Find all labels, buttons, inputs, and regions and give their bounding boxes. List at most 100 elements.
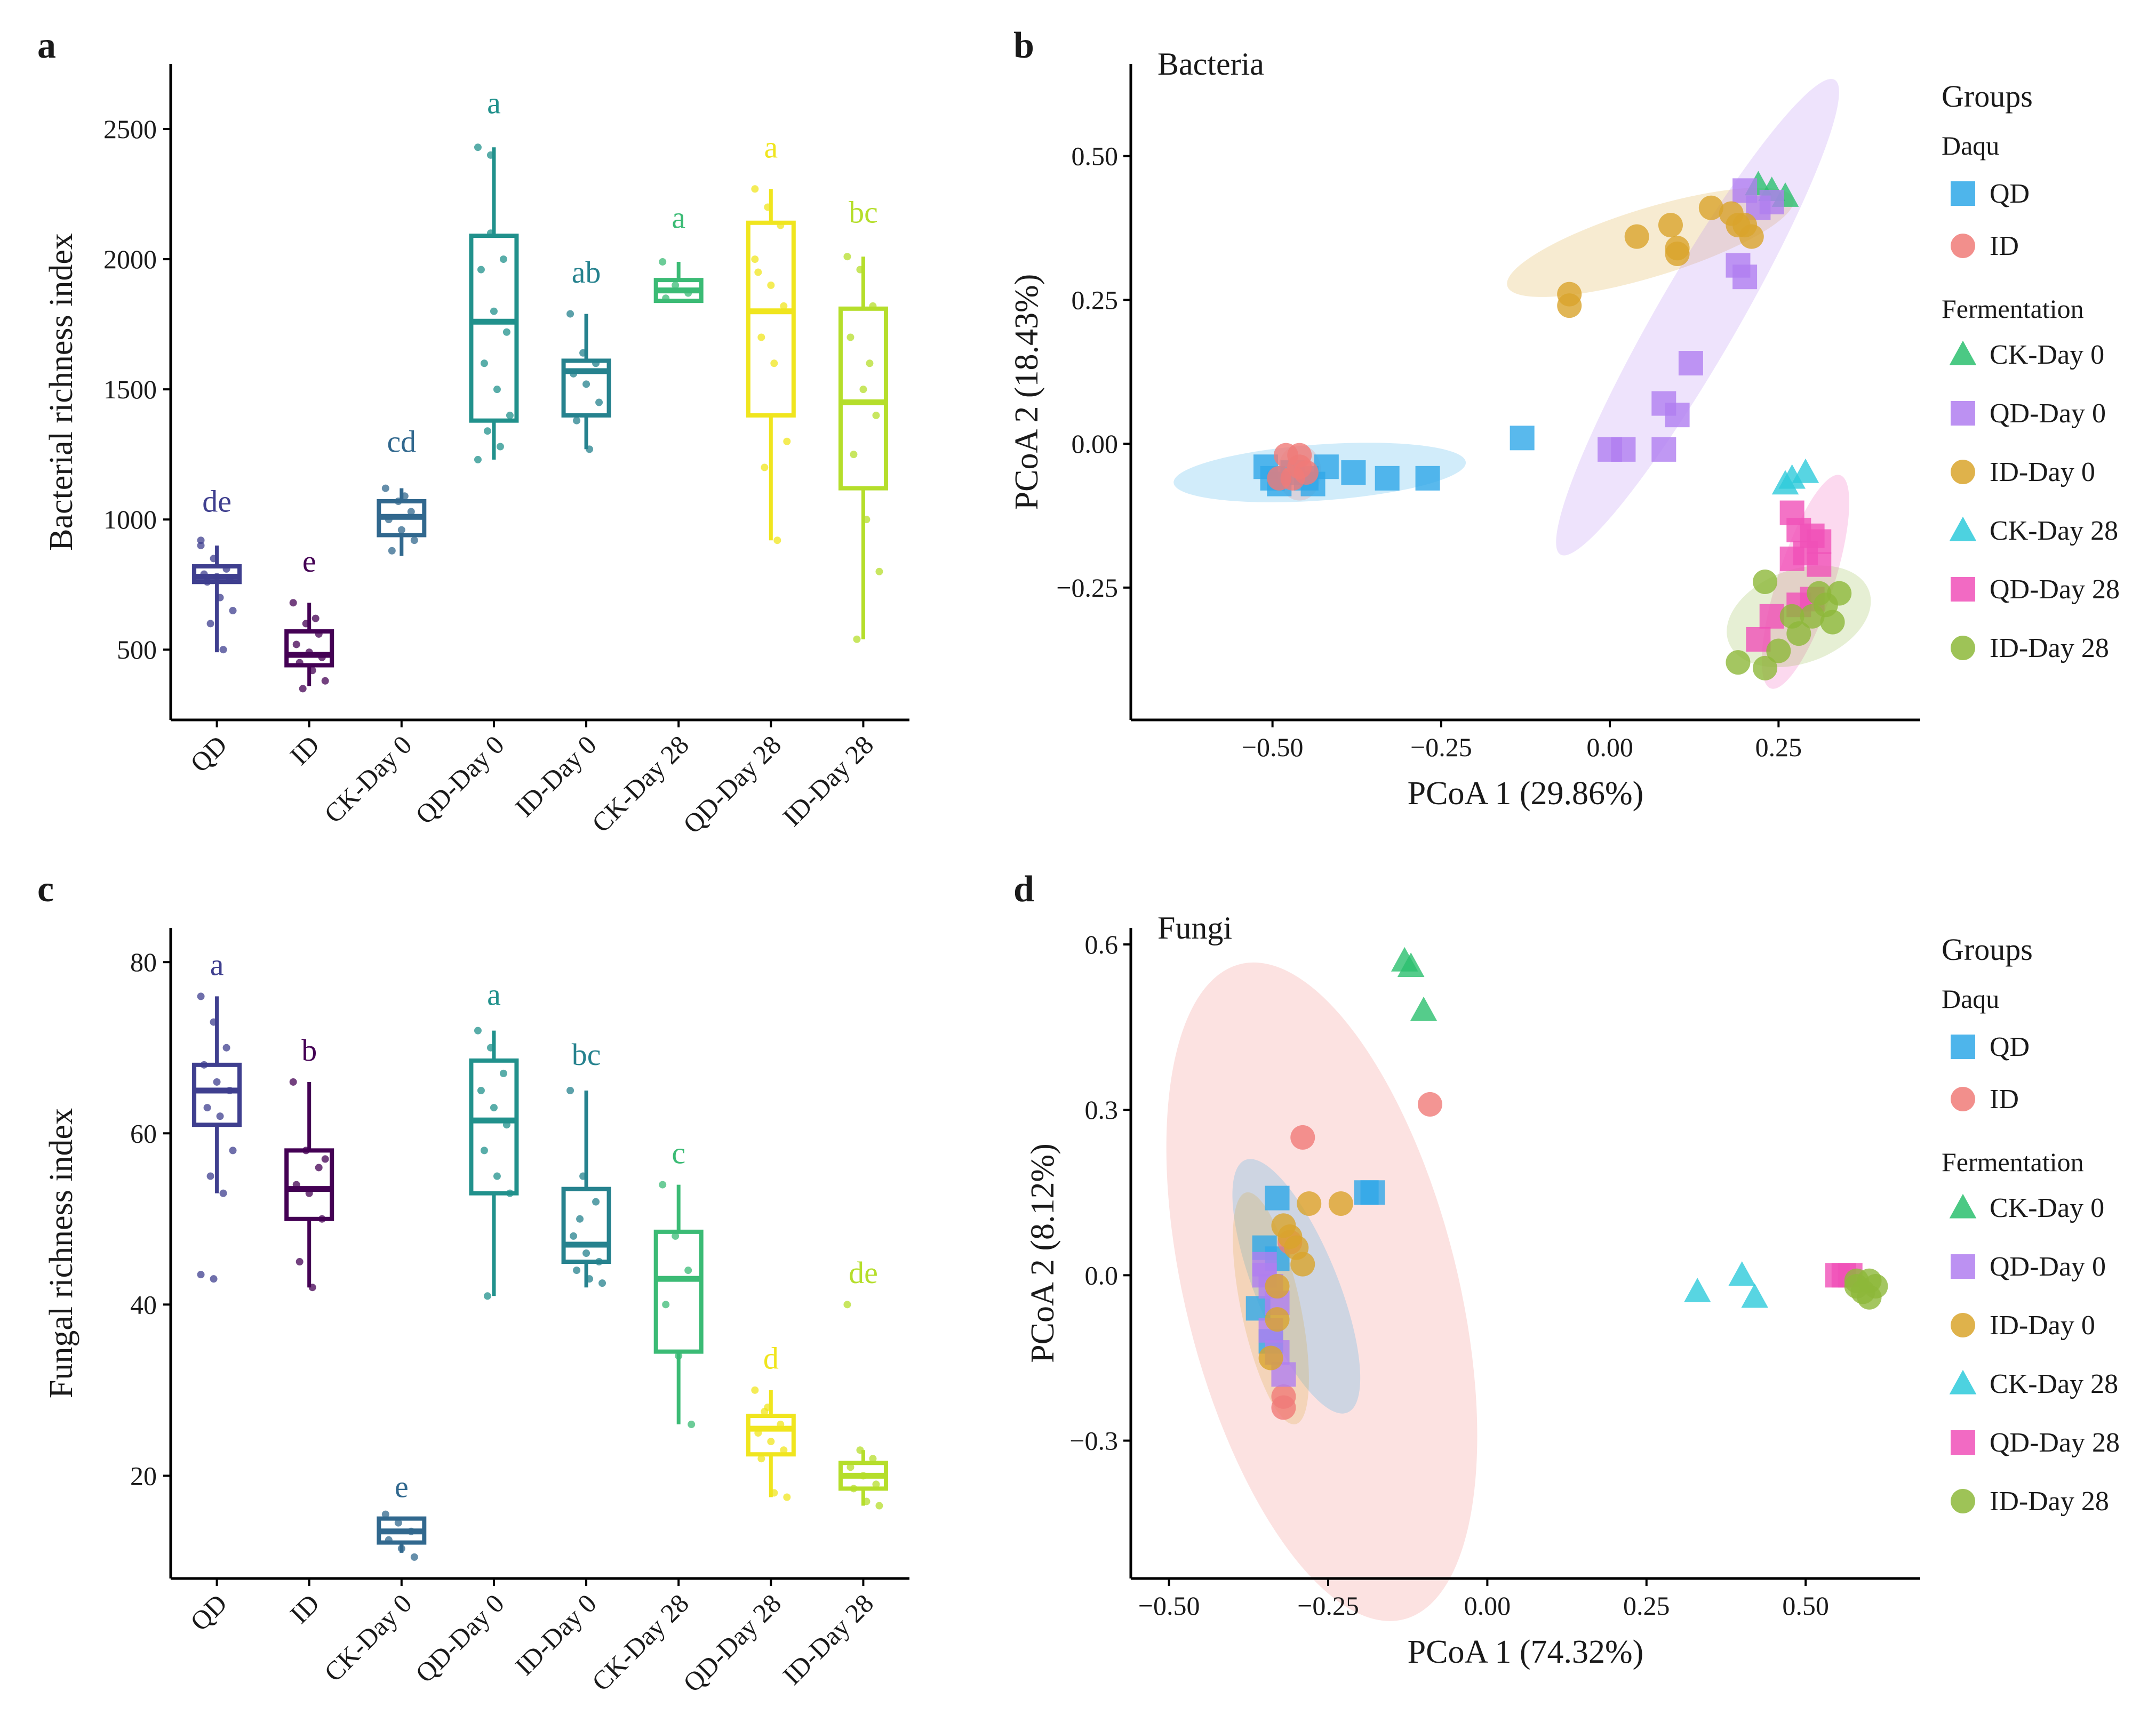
point-id-day-0: [1726, 213, 1751, 238]
x-tick-label-qd: QD: [185, 1588, 233, 1637]
data-point-qd: [219, 1189, 227, 1197]
panel-title: Bacteria: [1157, 46, 1264, 82]
point-ck-day-0: [1410, 996, 1438, 1021]
data-point-qd-day-28: [780, 1446, 788, 1454]
data-point-id-day-28: [866, 359, 874, 367]
legend-key-id-day-28: [1951, 1489, 1975, 1513]
data-point-ck-day-28: [688, 1421, 696, 1429]
x-tick-label-qd-day-28: QD-Day 28: [677, 1588, 787, 1698]
point-id-day-0: [1297, 1191, 1322, 1216]
data-point-qd: [197, 1271, 205, 1279]
point-qd: [1415, 466, 1440, 491]
series-ck-day-28: [1683, 1261, 1768, 1308]
data-point-id-day-28: [856, 266, 864, 274]
point-id-day-0: [1265, 1274, 1290, 1299]
significance-letter-id: e: [302, 544, 316, 579]
data-point-id-day-28: [872, 1480, 880, 1488]
panel-c-fungal-richness-boxplot: 20 40 60 80 Fungal richness index QD a ID b CK-Da…: [43, 928, 909, 1698]
point-qd: [1341, 460, 1366, 485]
data-point-id: [302, 620, 310, 628]
x-tick-label-id: ID: [284, 730, 325, 771]
legend-key-qd-day-0: [1951, 1254, 1975, 1279]
data-point-id-day-28: [856, 1446, 864, 1454]
significance-letter-qd-day-0: a: [487, 86, 501, 121]
data-point-id-day-0: [592, 1198, 600, 1206]
data-point-qd: [210, 1018, 218, 1026]
y-tick-label: 0.50: [1072, 141, 1119, 171]
data-point-ck-day-28: [675, 1352, 683, 1360]
data-point-id: [302, 1147, 310, 1155]
data-point-qd-day-28: [751, 255, 759, 263]
legend-key-qd: [1951, 1035, 1975, 1059]
point-id-day-0: [1328, 1191, 1353, 1216]
legend-groups-fungi: Groups Daqu QD ID Fermentation CK-Day 0 QD-Day…: [1942, 932, 2120, 1517]
point-qd: [1510, 426, 1535, 451]
point-qd: [1375, 466, 1400, 491]
point-id-day-28: [1820, 610, 1845, 635]
data-point-ck-day-0: [407, 508, 415, 516]
x-tick-label: 0.00: [1464, 1591, 1511, 1621]
point-id-day-0: [1624, 224, 1649, 249]
data-point-qd: [210, 555, 218, 563]
data-point-ck-day-0: [397, 526, 405, 534]
point-id-day-0: [1698, 195, 1723, 220]
data-point-id: [305, 1189, 313, 1197]
y-tick-label: 1000: [103, 504, 157, 534]
data-point-qd-day-0: [499, 1069, 507, 1077]
data-point-id-day-0: [595, 1258, 603, 1266]
y-tick-label: 2500: [103, 114, 157, 144]
legend-label-id-day-0: ID-Day 0: [1990, 1310, 2095, 1341]
data-point-qd-day-0: [486, 151, 494, 159]
confidence-ellipse-id: [1166, 962, 1478, 1621]
data-point-qd-day-28: [770, 1489, 778, 1497]
data-point-qd: [203, 1104, 211, 1112]
data-point-ck-day-28: [684, 289, 692, 297]
significance-letter-qd-day-0: a: [487, 977, 501, 1012]
point-id: [1267, 466, 1292, 491]
box-qd-day-0: [469, 234, 519, 423]
legend-label-id: ID: [1990, 1084, 2019, 1115]
y-axis-label: PCoA 2 (18.43%): [1009, 274, 1045, 510]
data-point-qd-day-28: [757, 333, 765, 341]
data-point-id-day-28: [863, 1497, 871, 1505]
point-id-day-28: [1753, 655, 1778, 680]
data-point-qd-day-0: [490, 307, 498, 315]
data-point-qd-day-0: [506, 1189, 514, 1197]
box-id: [284, 629, 334, 668]
data-point-qd-day-0: [502, 1121, 510, 1129]
data-point-id: [321, 677, 329, 685]
data-point-qd-day-28: [770, 359, 778, 367]
x-axis-label: PCoA 1 (74.32%): [1408, 1634, 1644, 1670]
point-id-day-28: [1844, 1268, 1869, 1293]
series-id: [1267, 443, 1319, 491]
y-tick-label: 0.0: [1085, 1260, 1119, 1290]
data-point-id: [292, 1181, 300, 1189]
data-point-ck-day-0: [394, 1519, 402, 1527]
data-point-qd-day-0: [490, 1104, 498, 1112]
data-point-ck-day-28: [662, 1301, 670, 1309]
data-point-id: [289, 1078, 297, 1086]
data-point-id-day-0: [579, 349, 587, 357]
data-point-qd-day-0: [486, 229, 494, 237]
data-point-id: [308, 1284, 316, 1292]
data-point-ck-day-28: [659, 258, 667, 266]
data-point-qd-day-0: [499, 255, 507, 263]
point-id-day-28: [1726, 650, 1751, 675]
significance-letter-id-day-28: de: [849, 1255, 878, 1290]
x-tick-label-id-day-28: ID-Day 28: [777, 730, 879, 832]
series-id-day-28: [1844, 1268, 1888, 1310]
legend-key-ck-day-28: [1949, 516, 1977, 541]
x-tick-label-qd-day-0: QD-Day 0: [410, 1588, 510, 1688]
x-tick-label-qd-day-0: QD-Day 0: [410, 730, 510, 830]
data-point-qd-day-0: [483, 1292, 491, 1300]
x-tick-label-id: ID: [284, 1588, 325, 1629]
data-point-id-day-0: [579, 1172, 587, 1180]
point-id-day-28: [1766, 638, 1791, 663]
legend-key-ck-day-0: [1949, 1193, 1977, 1219]
point-id-day-28: [1753, 570, 1778, 595]
data-point-qd: [203, 578, 211, 586]
legend-key-qd-day-28: [1951, 577, 1975, 602]
point-id-day-0: [1258, 1345, 1283, 1371]
data-point-ck-day-28: [662, 294, 670, 302]
data-point-id-day-28: [859, 386, 867, 394]
